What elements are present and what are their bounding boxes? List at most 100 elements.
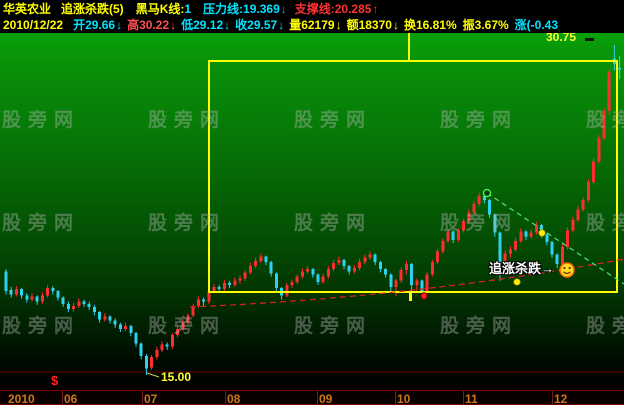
candle-body [311,269,315,275]
candle-body [524,231,528,237]
quote-field: 开29.66 [73,18,116,32]
candle-body [269,261,273,274]
quote-field: 黑马K线: [135,2,185,16]
range-high-tick [585,38,594,41]
candle-body [446,231,450,241]
candle-body [9,290,13,295]
quote-field: 额18370 [346,18,392,32]
quote-field: 压力线:19.369 [203,2,280,16]
candle-body [430,261,434,275]
quote-field: 量62179 [289,18,335,32]
candle-body [373,254,377,262]
candle-body [243,272,247,279]
candle-body [384,269,388,275]
candle-body [316,274,320,282]
candle-body [248,266,252,273]
candle-body [555,254,559,264]
quote-field: 振3.67% [462,18,509,32]
candle-body [597,138,601,162]
signal-tick [409,292,412,301]
smiley-mouth [563,271,571,275]
candle-body [545,234,549,242]
candle-body [368,254,372,258]
candle-body [285,284,289,296]
candle-body [519,231,523,241]
quote-field: 2010/12/22 [3,18,64,32]
candle-body [139,343,143,357]
candle-body [35,296,39,302]
quote-field: 涨(-0.43 [514,18,559,32]
quote-field: 1 [184,2,192,16]
candle-body [160,344,164,350]
low-label-leader [146,372,160,378]
candle-body [467,212,471,221]
axis-tick [395,391,396,404]
quote-field: 收29.57 [235,18,278,32]
indicator-annotation-text: 追涨杀跌→ [489,261,555,276]
candle-body [129,325,133,334]
candle-body [306,269,310,272]
candle-body [51,288,55,292]
candle-body [228,282,232,285]
quote-field: ↓ [170,18,177,32]
time-axis: 2010 06 07 08 09 10 11 12 [0,390,624,405]
candle-body [566,230,570,248]
axis-label-10: 10 [397,392,411,405]
quote-field: ↓ [116,18,123,32]
candle-body [72,305,76,309]
candle-body [571,219,575,231]
axis-tick [317,391,318,404]
candle-body [358,261,362,269]
axis-label-09: 09 [319,392,333,405]
candle-body [321,276,325,282]
candle-body [56,291,60,298]
candle-body [155,349,159,358]
candle-body [436,251,440,262]
candle-body [212,287,216,292]
axis-tick [225,391,226,404]
candle-body [176,328,180,336]
candle-body [124,325,128,329]
candle-body [352,268,356,272]
candle-body [150,357,154,368]
candle-body [581,200,585,210]
quote-field: ↓ [392,18,399,32]
axis-label-11: 11 [465,392,478,405]
candle-body [103,316,107,320]
candle-body [108,316,112,321]
quote-bar: 华英农业 追涨杀跌(5) 黑马K线:1 压力线:19.369↓ 支撑线:20.285↑ … [0,0,624,33]
candle-body [389,274,393,287]
resistance-trendline [486,192,624,285]
candle-body [550,241,554,255]
axis-label-08: 08 [227,392,241,405]
candle-body [399,270,403,281]
candle-body [87,303,91,307]
candle-body [144,356,148,369]
buy-signal-marker: $ [51,373,59,388]
candle-body [326,269,330,277]
candle-body [560,247,564,264]
candle-body [217,287,221,290]
candle-body [295,276,299,282]
chart-background [0,33,624,390]
candle-body [66,303,70,309]
axis-tick [463,391,464,404]
candle-body [186,315,190,323]
candle-body [394,280,398,287]
candle-body [508,249,512,254]
yellow-dot-marker [513,278,521,286]
candle-body [254,260,258,267]
quote-line-indicator: 华英农业 追涨杀跌(5) 黑马K线:1 压力线:19.369↓ 支撑线:20.285↑ [0,1,624,17]
candle-body [534,225,538,233]
candle-body [602,111,606,139]
candle-body [586,182,590,201]
quote-field: ↑ [372,2,379,16]
axis-tick [142,391,143,404]
candle-body [61,297,65,304]
candle-body [477,195,481,205]
quote-field: ↓ [224,18,231,32]
candle-body [498,232,502,264]
yellow-dot-marker [538,229,546,237]
